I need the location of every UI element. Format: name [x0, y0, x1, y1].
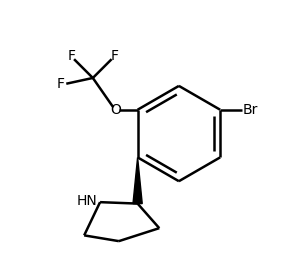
Text: HN: HN	[76, 194, 97, 208]
Text: F: F	[110, 49, 118, 63]
Text: O: O	[110, 103, 122, 117]
Text: Br: Br	[242, 103, 258, 117]
Text: F: F	[57, 77, 65, 91]
Text: F: F	[67, 49, 75, 63]
Polygon shape	[133, 157, 142, 204]
